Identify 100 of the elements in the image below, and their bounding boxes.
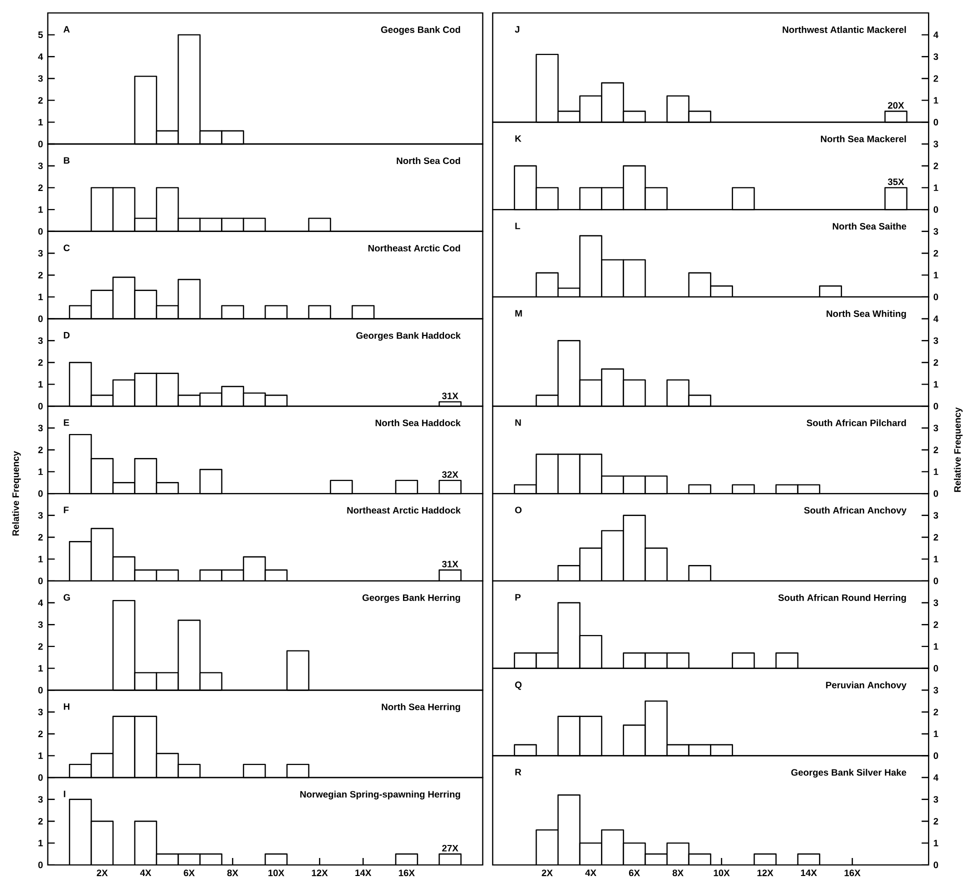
text: Georges Bank Silver Hake: [791, 769, 906, 778]
y-tick-label: 2: [38, 446, 43, 454]
text: South African Pilchard: [806, 420, 906, 426]
x-tick-label: 16X: [398, 870, 415, 876]
y-tick-label: 1: [38, 665, 43, 672]
y-tick-label: 1: [38, 119, 43, 126]
y-tick-label: 0: [38, 862, 43, 868]
y-tick-label: 2: [38, 818, 43, 825]
y-tick-label: 0: [934, 752, 938, 760]
y-tick-label: 0: [38, 228, 43, 235]
text: Northwest Atlantic Mackerel: [782, 26, 906, 34]
text: D: [64, 332, 70, 339]
annotation: 31X: [442, 561, 458, 568]
y-tick-label: 2: [38, 643, 43, 650]
y-tick-label: 2: [38, 534, 43, 541]
y-tick-label: 2: [934, 622, 938, 628]
text: Norwegian Spring-spawning Herring: [300, 790, 460, 800]
y-tick-label: 4: [933, 774, 938, 781]
text: F: [64, 506, 69, 514]
y-tick-label: 1: [38, 840, 43, 846]
y-tick-label: 4: [933, 32, 938, 38]
y-tick-label: 0: [934, 578, 938, 584]
text: South African Anchovy: [804, 506, 906, 516]
y-tick-label: 3: [38, 424, 43, 432]
text: Peruvian Anchovy: [826, 682, 906, 690]
text: North Sea Haddock: [376, 420, 461, 426]
y-tick-label: 3: [934, 512, 938, 519]
annotation: 27X: [442, 845, 458, 852]
y-tick-label: 1: [38, 381, 43, 388]
y-tick-label: 0: [38, 403, 43, 410]
y-tick-label: 2: [934, 534, 938, 541]
y-tick-label: 1: [934, 556, 938, 562]
y-tick-label: 0: [934, 490, 938, 498]
y-tick-label: 0: [934, 294, 938, 300]
y-tick-label: 0: [38, 687, 43, 694]
y-tick-label: 1: [934, 468, 938, 476]
y-axis-title: Relative Frequency: [12, 451, 21, 536]
annotation: 31X: [442, 392, 458, 400]
y-tick-label: 3: [934, 687, 938, 694]
y-tick-label: 4: [933, 316, 938, 322]
y-tick-label: 0: [38, 774, 43, 782]
y-tick-label: 0: [934, 862, 938, 868]
y-tick-label: 3: [38, 250, 43, 257]
x-tick-label: 4X: [140, 870, 152, 876]
y-tick-label: 0: [38, 316, 43, 322]
text: I: [64, 790, 66, 798]
text: North Sea Mackerel: [820, 136, 906, 142]
x-tick-label: 2X: [96, 870, 108, 876]
y-tick-label: 1: [934, 643, 938, 650]
y-tick-label: 0: [934, 206, 938, 214]
y-tick-label: 1: [934, 730, 938, 738]
y-axis-title: Relative Frequency: [954, 408, 963, 492]
text: G: [64, 594, 70, 601]
y-tick-label: 2: [934, 162, 938, 170]
y-tick-label: 3: [934, 338, 938, 344]
text: C: [64, 244, 70, 252]
annotation: 32X: [442, 471, 458, 478]
y-tick-label: 1: [38, 294, 43, 300]
text: K: [515, 136, 522, 142]
text: Northeast Arctic Haddock: [347, 506, 461, 514]
y-tick-label: 1: [934, 381, 938, 388]
text: Q: [515, 682, 522, 690]
text: Geoges Bank Cod: [381, 26, 460, 36]
y-tick-label: 3: [934, 424, 938, 432]
y-tick-label: 2: [38, 730, 43, 738]
y-tick-label: 3: [934, 600, 938, 606]
y-tick-label: 3: [934, 796, 938, 803]
text: A: [64, 26, 70, 33]
x-tick-label: 12X: [757, 870, 774, 876]
annotation: 20X: [888, 102, 904, 109]
text: North Sea Herring: [382, 704, 460, 712]
text: Northeast Arctic Cod: [368, 244, 460, 252]
annotation: 35X: [888, 178, 904, 186]
y-tick-label: 3: [934, 54, 938, 60]
text: North Sea Whiting: [826, 310, 906, 320]
y-tick-label: 2: [934, 446, 938, 454]
text: P: [515, 594, 521, 601]
text: South African Round Herring: [778, 594, 906, 604]
x-tick-label: 14X: [801, 870, 817, 876]
y-tick-label: 4: [38, 600, 44, 606]
y-tick-label: 1: [934, 272, 938, 278]
x-tick-label: 12X: [312, 870, 328, 876]
y-tick-label: 1: [934, 184, 938, 192]
text: Georges Bank Herring: [362, 594, 460, 604]
x-tick-label: 2X: [542, 870, 553, 876]
x-tick-label: 8X: [672, 870, 684, 876]
y-tick-label: 2: [934, 708, 938, 716]
text: O: [515, 506, 522, 514]
y-tick-label: 0: [38, 578, 43, 584]
y-tick-label: 2: [38, 97, 43, 104]
y-tick-label: 3: [38, 796, 43, 803]
y-tick-label: 2: [934, 75, 938, 82]
x-tick-label: 8X: [227, 870, 238, 876]
y-tick-label: 4: [38, 54, 44, 60]
y-tick-label: 2: [934, 250, 938, 257]
text: R: [515, 769, 522, 776]
y-tick-label: 0: [38, 490, 43, 498]
y-tick-label: 2: [38, 184, 43, 192]
text: M: [515, 310, 522, 317]
y-tick-label: 2: [38, 272, 43, 279]
